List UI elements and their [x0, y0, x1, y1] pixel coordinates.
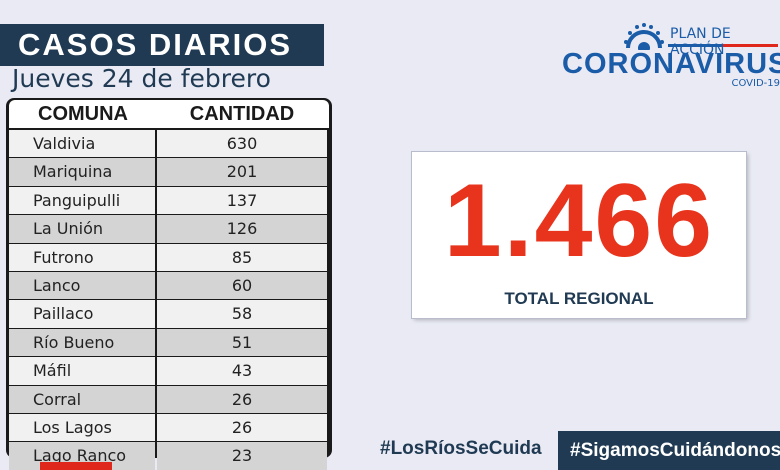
column-header-comuna: COMUNA [38, 103, 128, 125]
hashtag-los-rios: #LosRíosSeCuida [380, 438, 542, 459]
accent-bar [40, 462, 112, 470]
cases-table: COMUNA CANTIDAD Valdivia 630 Mariquina 201 P… [6, 98, 332, 470]
table-header: COMUNA CANTIDAD [9, 100, 329, 128]
date-label: Jueves 24 de febrero [12, 64, 271, 93]
table-row: Paillaco 58 [9, 299, 329, 328]
cantidad-cell: 26 [157, 385, 327, 413]
table-row: La Unión 126 [9, 214, 329, 243]
logo-coronavirus-text: CORONAVIRUS [562, 48, 780, 80]
cantidad-cell: 51 [157, 328, 327, 357]
table-row: Lanco 60 [9, 270, 329, 300]
comuna-cell: Futrono [9, 243, 155, 271]
total-value: 1.466 [443, 163, 715, 279]
table-row: Valdivia 630 [9, 129, 329, 158]
comuna-cell: Mariquina [9, 158, 155, 186]
comuna-cell: Lanco [9, 271, 155, 300]
table-row: Río Bueno 51 [9, 327, 329, 357]
cantidad-cell: 126 [157, 215, 327, 243]
logo-covid-text: COVID-19 [731, 78, 780, 89]
table-row: Máfil 43 [9, 356, 329, 385]
total-label: TOTAL REGIONAL [504, 289, 654, 308]
hashtag-sigamos: #SigamosCuidándonos [558, 431, 780, 470]
cantidad-cell: 60 [157, 271, 327, 300]
comuna-cell: Corral [9, 385, 155, 413]
table-row: Futrono 85 [9, 242, 329, 271]
coronavirus-icon [624, 23, 664, 50]
cantidad-cell: 85 [157, 243, 327, 271]
comuna-cell: Valdivia [9, 130, 155, 158]
cantidad-cell: 630 [157, 130, 327, 158]
page-title: CASOS DIARIOS [0, 24, 324, 66]
comuna-cell: Panguipulli [9, 186, 155, 215]
table-body: Valdivia 630 Mariquina 201 Panguipulli 137 La … [9, 129, 329, 470]
comuna-cell: Los Lagos [9, 413, 155, 442]
comuna-cell: Máfil [9, 357, 155, 385]
column-header-cantidad: CANTIDAD [189, 103, 295, 125]
logo-divider [668, 44, 778, 47]
cantidad-cell: 58 [157, 300, 327, 328]
table-row: Panguipulli 137 [9, 185, 329, 215]
cantidad-cell: 201 [157, 158, 327, 186]
cantidad-cell: 137 [157, 186, 327, 215]
comuna-cell: Paillaco [9, 300, 155, 328]
comuna-cell: Río Bueno [9, 328, 155, 357]
cantidad-cell: 26 [157, 413, 327, 442]
comuna-cell: La Unión [9, 215, 155, 243]
cantidad-cell: 43 [157, 357, 327, 385]
plan-coronavirus-logo: PLAN DE ACCIÓN CORONAVIRUS COVID-19 [560, 22, 780, 92]
cantidad-cell: 23 [157, 442, 327, 470]
total-card: 1.466 TOTAL REGIONAL [412, 152, 746, 318]
table-row: Los Lagos 26 [9, 412, 329, 442]
table-row: Corral 26 [9, 384, 329, 413]
table-row: Mariquina 201 [9, 157, 329, 186]
